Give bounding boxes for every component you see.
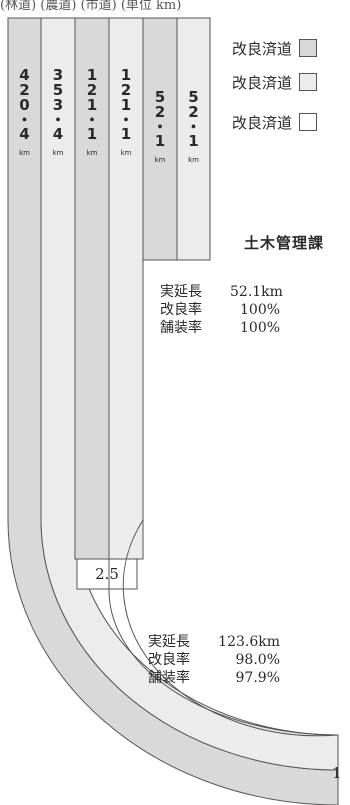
bar-value-char: 2 (121, 81, 131, 99)
stat-value: 100% (240, 302, 281, 318)
stat-value: 98.0% (235, 652, 280, 668)
legend-swatch (299, 113, 318, 131)
gap-box (76, 558, 138, 590)
bar-unit: km (87, 149, 98, 157)
bar-value-char: ・ (152, 118, 167, 136)
bar-unit: km (155, 156, 166, 164)
bar-value-char: 4 (53, 125, 63, 143)
stat-label: 改良率 (148, 652, 190, 668)
bar-value-char: 1 (87, 125, 97, 143)
legend-label: 改良済道 (232, 39, 293, 58)
bar-value-char: 1 (188, 132, 198, 150)
legend-label: 改良済道 (232, 113, 293, 132)
bar-value-char: 1 (121, 96, 131, 114)
stats-upper: 実延長 52.1km 改良率 100% 舗装率 100% (160, 283, 292, 337)
bar-value-char: 1 (121, 125, 131, 143)
bar-value-char: ・ (118, 111, 133, 129)
legend-swatch (299, 73, 318, 91)
road-band-5 (176, 17, 211, 261)
bar-value-char: 2 (87, 81, 97, 99)
bar-value-char: 1 (87, 96, 97, 114)
legend-item: 改良済道 (232, 70, 318, 94)
stat-label: 舗装率 (160, 320, 202, 336)
stat-value: 100% (240, 320, 281, 336)
bar-value-char: 2 (155, 103, 165, 121)
bar-value-char: 2 (19, 81, 29, 99)
legend-item: 改良済道 (232, 110, 318, 134)
bar-value-char: 1 (121, 66, 131, 84)
stat-value: 97.9% (235, 670, 280, 686)
bar-unit: km (188, 156, 199, 164)
stat-value: 123.6km (218, 634, 280, 650)
road-band-2 (74, 17, 110, 560)
bar-value-char: 3 (53, 96, 63, 114)
road-band-4 (142, 17, 178, 261)
bar-value-char: 0 (19, 96, 29, 114)
section-title: 土木管理課 (244, 234, 325, 252)
stat-label: 改良率 (160, 302, 202, 318)
legend-label: 改良済道 (232, 73, 293, 92)
stats-lower: 実延長 123.6km 改良率 98.0% 舗装率 97.9% (148, 633, 280, 687)
bar-unit: km (121, 149, 132, 157)
bar-value-char: 1 (155, 132, 165, 150)
gap-value-label: 2.5 (95, 565, 119, 583)
scale-note: 1 (332, 764, 342, 782)
bar-unit: km (19, 149, 30, 157)
stat-label: 舗装率 (148, 670, 190, 686)
stat-label: 実延長 (160, 284, 202, 300)
bar-unit: km (53, 149, 64, 157)
bar-value-char: 4 (19, 125, 29, 143)
legend-swatch (299, 39, 318, 57)
legend-item: 改良済道 (232, 36, 318, 60)
stat-value: 52.1km (230, 284, 283, 300)
bar-value-char: ・ (186, 118, 201, 136)
bar-value-char: 4 (19, 66, 29, 84)
road-outline (122, 260, 339, 770)
bar-value-char: 5 (188, 88, 198, 106)
column-header: (林道) (農道) (市道) (単位 km) (0, 0, 182, 13)
bar-value-char: 5 (155, 88, 165, 106)
bar-value-char: ・ (17, 111, 32, 129)
bar-value-char: ・ (84, 111, 99, 129)
road-outline-inner (108, 559, 339, 736)
bar-value-char: 1 (87, 66, 97, 84)
stat-label: 実延長 (148, 634, 190, 650)
bar-value-char: ・ (50, 111, 65, 129)
bar-value-char: 2 (188, 103, 198, 121)
bar-value-char: 3 (53, 66, 63, 84)
bar-value-char: 5 (53, 81, 63, 99)
